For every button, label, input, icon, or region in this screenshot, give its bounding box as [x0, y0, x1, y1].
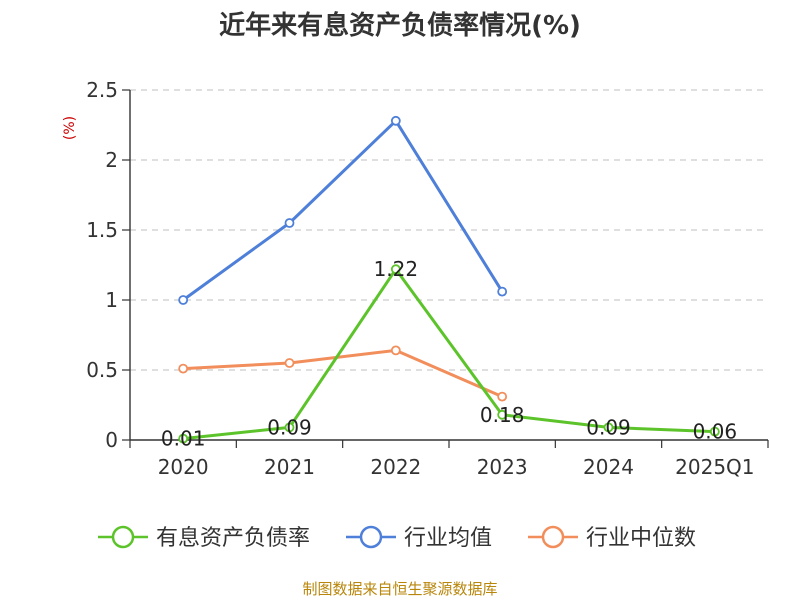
legend-marker	[111, 525, 135, 549]
data-point	[603, 422, 614, 433]
legend: 有息资产负债率 行业均值 行业中位数	[98, 525, 696, 551]
data-point	[390, 345, 401, 356]
x-tick-label: 2021	[264, 455, 315, 479]
data-labels: 0.01 0.09 1.22 0.18 0.09 0.06	[161, 257, 737, 450]
legend-item-2: 行业中位数	[528, 525, 696, 551]
y-tick-label: 1.5	[86, 218, 118, 242]
series-layer	[178, 115, 720, 444]
y-axis-label: (%)	[62, 116, 78, 140]
y-tick-labels: 0 0.5 1 1.5 2 2.5	[86, 78, 118, 452]
data-label: 1.22	[374, 257, 419, 281]
y-tick-label: 0.5	[86, 358, 118, 382]
data-point	[284, 358, 295, 368]
y-tick-label: 0	[105, 428, 118, 452]
y-tick-label: 2	[105, 148, 118, 172]
data-point	[390, 115, 401, 126]
series-line-0	[183, 267, 715, 441]
y-tick-label: 1	[105, 288, 118, 312]
data-label: 0.18	[480, 403, 525, 427]
data-point	[497, 286, 508, 297]
legend-marker	[359, 525, 383, 549]
x-tick-label: 2025Q1	[675, 455, 754, 479]
series-line-2	[183, 348, 503, 398]
data-label: 0.01	[161, 427, 206, 451]
x-tick-label: 2022	[370, 455, 421, 479]
x-tick-label: 2023	[477, 455, 528, 479]
legend-item-1: 行业均值	[346, 525, 492, 551]
data-point	[709, 426, 720, 437]
data-point	[178, 295, 189, 305]
grid-lines	[130, 89, 768, 371]
axes	[122, 89, 769, 448]
chart-title: 近年来有息资产负债率情况(%)	[219, 10, 581, 41]
legend-label: 有息资产负债率	[156, 526, 310, 551]
x-tick-labels: 2020 2021 2022 2023 2024 2025Q1	[158, 455, 755, 479]
legend-marker	[541, 525, 565, 549]
data-point	[497, 391, 508, 402]
data-label: 0.09	[586, 415, 631, 439]
data-label: 0.09	[267, 415, 312, 439]
x-tick-label: 2024	[583, 455, 634, 479]
data-point	[497, 409, 508, 420]
data-label: 0.06	[693, 420, 738, 444]
data-point	[178, 433, 189, 444]
legend-label: 行业中位数	[586, 526, 696, 551]
y-tick-label: 2.5	[86, 78, 118, 102]
data-point	[178, 363, 189, 374]
data-point	[284, 422, 295, 433]
series-line-1	[182, 119, 504, 302]
data-point	[390, 264, 401, 275]
legend-label: 行业均值	[404, 526, 492, 551]
x-tick-label: 2020	[158, 455, 209, 479]
source-note: 制图数据来自恒生聚源数据库	[302, 580, 497, 598]
legend-item-0: 有息资产负债率	[98, 525, 310, 551]
data-point	[284, 218, 295, 228]
